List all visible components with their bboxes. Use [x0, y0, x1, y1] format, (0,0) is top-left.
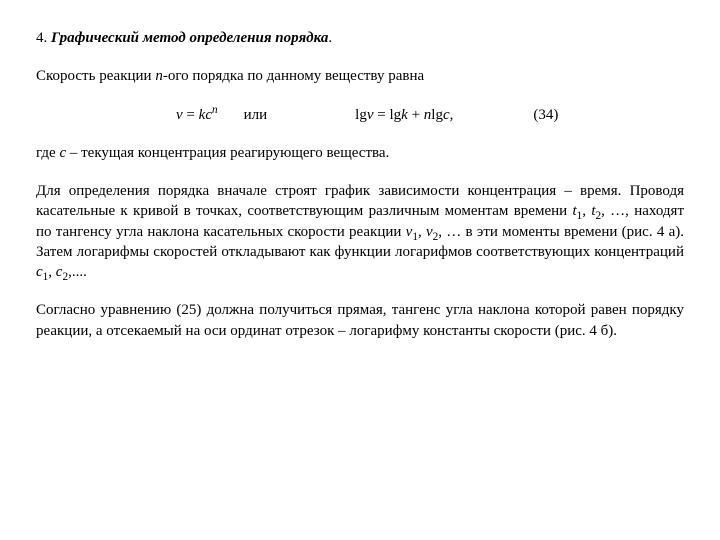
- p3-f: ,: [48, 264, 56, 280]
- p1-a: Скорость реакции: [36, 68, 155, 84]
- eq-v2: v: [367, 107, 374, 123]
- p3-d: ,: [418, 224, 426, 240]
- p3-c1: c: [36, 264, 43, 280]
- eq-mid: = lg: [374, 107, 402, 123]
- title-text: Графический метод определения порядка: [51, 30, 328, 46]
- p1-n: n: [155, 68, 163, 84]
- eq-number: (34): [533, 107, 558, 123]
- title-number: 4.: [36, 30, 51, 46]
- p3-v2: v: [426, 224, 433, 240]
- eq-n-sup: n: [212, 104, 218, 116]
- p2-b: – текущая концентрация реагирующего веще…: [66, 145, 389, 161]
- eq-lg2: lg: [431, 107, 443, 123]
- p4-a: Согласно уравнению (25) должна получитьс…: [36, 302, 684, 338]
- p1-b: -ого порядка по данному веществу равна: [163, 68, 424, 84]
- eq-eq1: =: [183, 107, 199, 123]
- eq-c: c: [205, 107, 212, 123]
- document-page: 4. Графический метод определения порядка…: [0, 0, 720, 387]
- paragraph-3: Для определения порядка вначале строят г…: [36, 181, 684, 282]
- title-dot: .: [328, 30, 332, 46]
- p3-g: ,....: [68, 264, 87, 280]
- p3-b: ,: [582, 203, 591, 219]
- eq-k2: k: [401, 107, 408, 123]
- paragraph-1: Скорость реакции n-ого порядка по данном…: [36, 66, 684, 86]
- eq-lg1: lg: [355, 107, 367, 123]
- eq-c2: c: [443, 107, 450, 123]
- paragraph-4: Согласно уравнению (25) должна получитьс…: [36, 300, 684, 341]
- eq-or: или: [244, 107, 268, 123]
- section-title: 4. Графический метод определения порядка…: [36, 28, 684, 48]
- eq-plus: +: [408, 107, 424, 123]
- p2-a: где: [36, 145, 59, 161]
- eq-v: v: [176, 107, 183, 123]
- eq-comma: ,: [450, 107, 454, 123]
- equation-34: v = kcnилиlgv = lgk + nlgc,(34): [36, 105, 684, 125]
- paragraph-2: где c – текущая концентрация реагирующег…: [36, 143, 684, 163]
